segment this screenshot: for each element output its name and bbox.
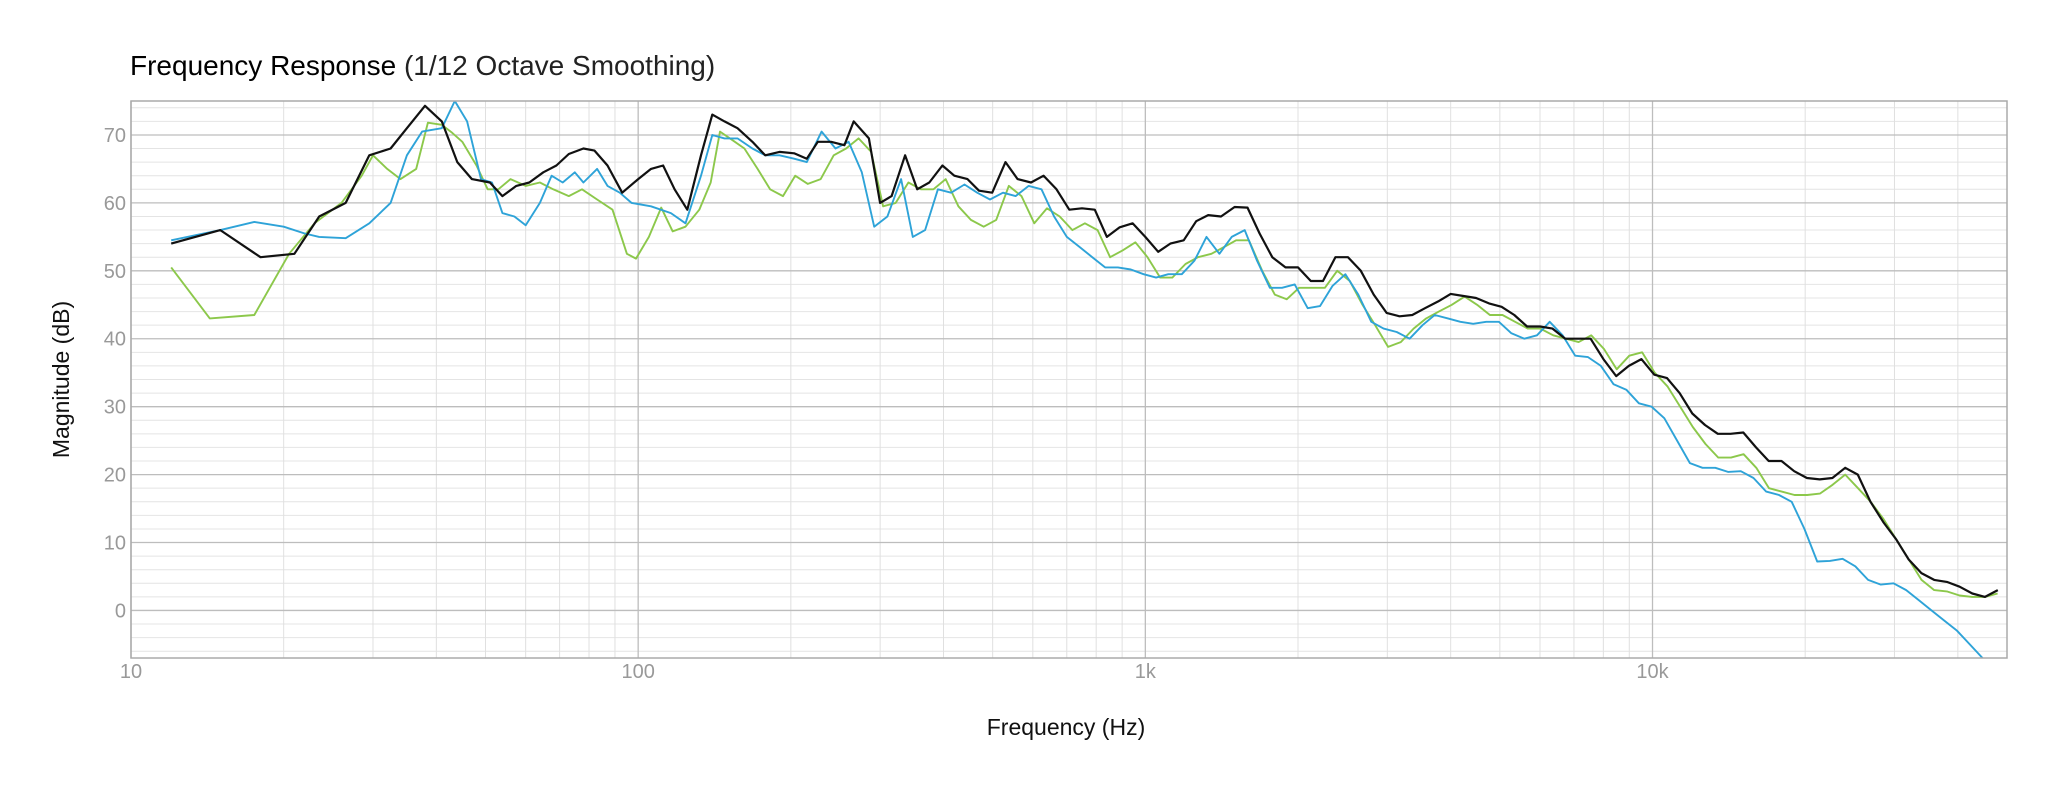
series-line-2 <box>171 101 1984 658</box>
chart-title-main: Frequency Response <box>130 50 397 81</box>
chart-tick-labels: 0 10 20 30 40 50 60 70 10 100 1k 10k <box>104 125 1670 683</box>
chart-series-lines <box>170 101 1999 658</box>
y-axis-label: Magnitude (dB) <box>48 301 74 458</box>
series-line-3 <box>170 121 1998 598</box>
y-tick-label: 60 <box>104 193 126 215</box>
chart-subtitle: (1/12 Octave Smoothing) <box>403 50 716 81</box>
y-tick-label: 30 <box>104 397 126 419</box>
series-line-1 <box>170 104 1999 598</box>
plot-frame <box>130 100 2008 659</box>
x-axis-label: Frequency (Hz) <box>987 714 1145 740</box>
x-tick-label: 10k <box>1636 661 1669 683</box>
chart-grid <box>130 101 2008 658</box>
y-tick-label: 40 <box>104 329 126 351</box>
x-tick-label: 1k <box>1135 661 1157 683</box>
y-tick-label: 20 <box>104 465 126 487</box>
y-tick-label: 50 <box>104 261 126 283</box>
y-tick-label: 70 <box>104 125 126 147</box>
y-tick-label: 0 <box>115 600 126 622</box>
chart-title: Frequency Response (1/12 Octave Smoothin… <box>130 50 715 82</box>
x-tick-label: 10 <box>120 661 142 683</box>
x-tick-label: 100 <box>621 661 654 683</box>
y-tick-label: 10 <box>104 533 126 555</box>
